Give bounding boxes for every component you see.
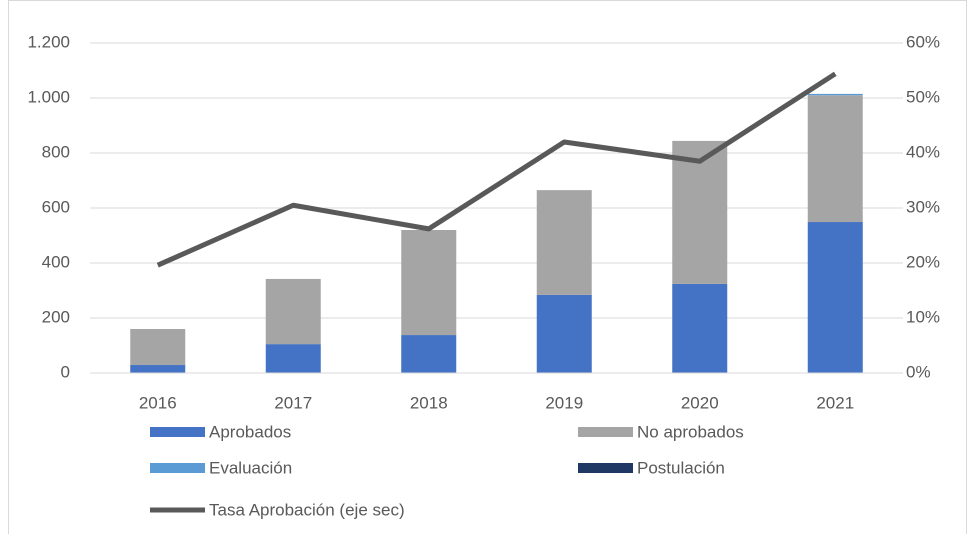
y-tick-label: 600 <box>42 197 70 216</box>
legend-swatch <box>578 427 633 437</box>
chart-frame <box>8 0 967 534</box>
bar-segment <box>672 283 728 373</box>
bar-segment <box>807 95 863 223</box>
x-tick-label: 2017 <box>274 393 312 412</box>
y2-tick-label: 30% <box>906 197 940 216</box>
bar-segment <box>130 329 186 366</box>
x-tick-label: 2019 <box>545 393 583 412</box>
x-tick-label: 2020 <box>681 393 719 412</box>
legend-label: Aprobados <box>209 422 291 441</box>
y2-tick-label: 50% <box>906 87 940 106</box>
legend-label: No aprobados <box>637 422 744 441</box>
legend-label: Evaluación <box>209 458 292 477</box>
legend-label: Tasa Aprobación (eje sec) <box>209 500 405 519</box>
y2-tick-label: 10% <box>906 307 940 326</box>
bar-segment <box>807 222 863 373</box>
bar-segment <box>807 93 863 96</box>
y-tick-label: 1.000 <box>27 87 70 106</box>
bar-segment <box>265 344 321 373</box>
y2-tick-label: 60% <box>906 32 940 51</box>
legend-swatch <box>150 463 205 473</box>
bar-segment <box>265 278 321 345</box>
y-tick-label: 0 <box>61 362 70 381</box>
bar-segment <box>536 294 592 373</box>
legend-label: Postulación <box>637 458 725 477</box>
y-tick-label: 400 <box>42 252 70 271</box>
x-tick-label: 2018 <box>410 393 448 412</box>
legend-swatch <box>578 463 633 473</box>
y-tick-label: 800 <box>42 142 70 161</box>
bar-segment <box>401 230 457 336</box>
x-tick-label: 2021 <box>816 393 854 412</box>
y2-tick-label: 20% <box>906 252 940 271</box>
bar-segment <box>536 190 592 295</box>
legend-swatch <box>150 427 205 437</box>
bar-segment <box>401 335 457 373</box>
y-tick-label: 1.200 <box>27 32 70 51</box>
y-tick-label: 200 <box>42 307 70 326</box>
x-tick-label: 2016 <box>139 393 177 412</box>
bar-segment <box>672 140 728 284</box>
y2-tick-label: 40% <box>906 142 940 161</box>
bar-segment <box>130 365 186 373</box>
line-series <box>156 71 837 268</box>
y2-tick-label: 0% <box>906 362 931 381</box>
